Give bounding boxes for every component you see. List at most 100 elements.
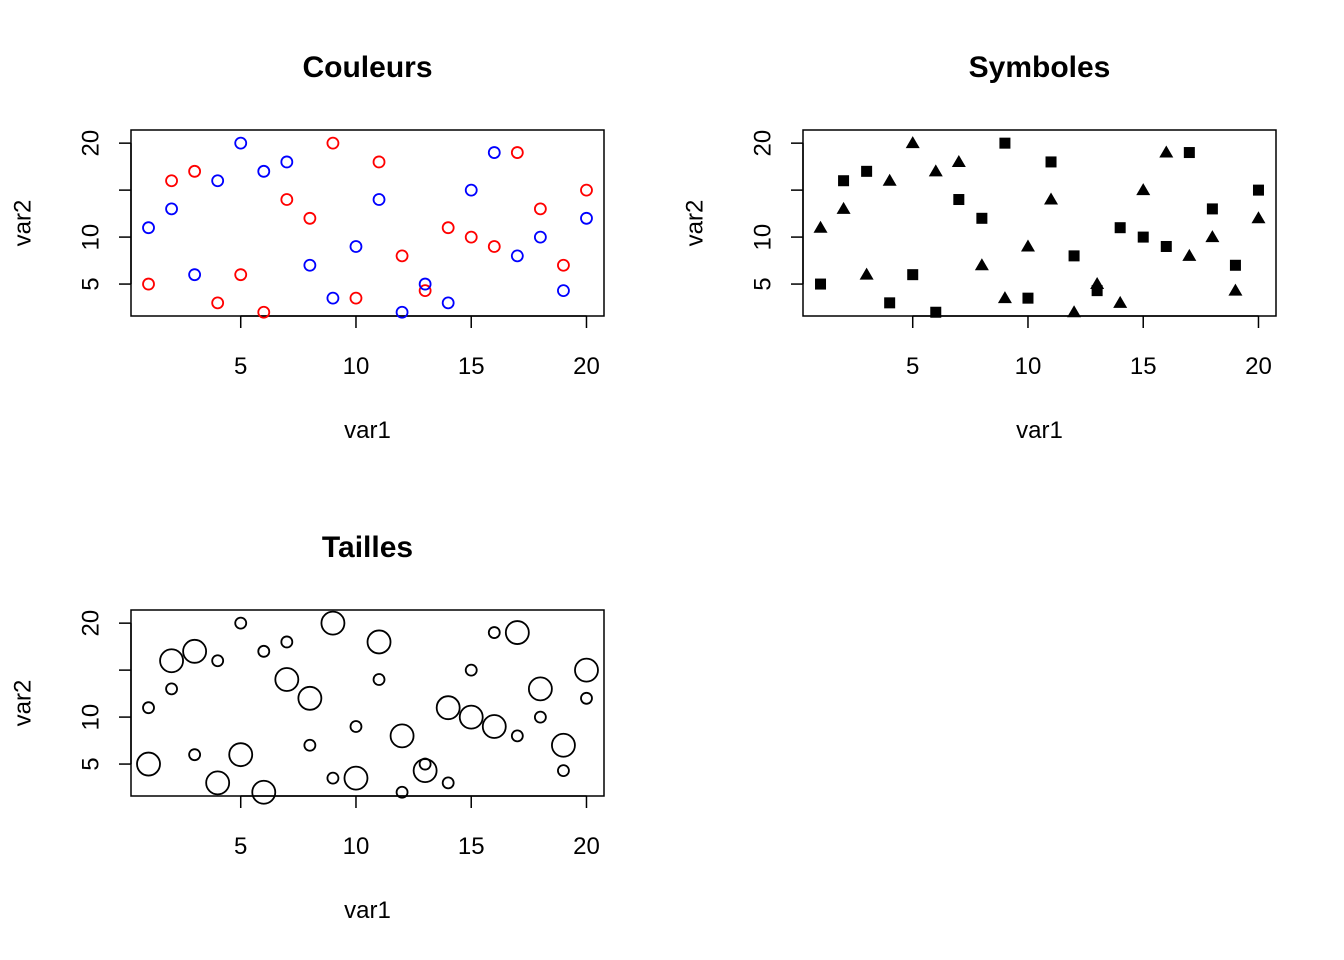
chart-title: Symboles bbox=[969, 51, 1111, 84]
data-point-circle bbox=[182, 638, 208, 664]
data-point-circle bbox=[372, 673, 386, 686]
data-point-circle bbox=[159, 648, 184, 674]
y-tick-label: 10 bbox=[78, 704, 105, 731]
data-point-circle bbox=[533, 710, 547, 724]
data-point-triangle bbox=[1159, 145, 1174, 158]
data-point-circle bbox=[504, 620, 530, 645]
data-point-square bbox=[999, 137, 1011, 149]
data-point-circle bbox=[320, 610, 346, 636]
data-point-circle bbox=[257, 305, 271, 319]
data-point-circle bbox=[557, 284, 570, 298]
data-point-circle bbox=[481, 714, 507, 739]
x-tick-label: 20 bbox=[1245, 353, 1272, 380]
data-point-circle bbox=[257, 644, 271, 658]
data-point-circle bbox=[211, 296, 225, 310]
data-point-circle bbox=[435, 695, 461, 721]
y-tick-label: 20 bbox=[78, 610, 105, 637]
x-tick-label: 5 bbox=[234, 353, 247, 380]
data-point-circle bbox=[464, 663, 478, 677]
data-point-circle bbox=[303, 211, 317, 225]
data-point-triangle bbox=[1228, 283, 1243, 296]
data-point-triangle bbox=[1067, 305, 1082, 318]
data-point-circle bbox=[527, 676, 553, 702]
data-point-circle bbox=[165, 202, 178, 216]
data-point-triangle bbox=[1090, 277, 1105, 290]
data-point-circle bbox=[234, 268, 248, 282]
data-point-triangle bbox=[882, 173, 897, 186]
data-point-circle bbox=[441, 221, 455, 235]
data-point-square bbox=[1022, 292, 1034, 304]
x-tick-label: 15 bbox=[458, 833, 485, 860]
data-point-circle bbox=[574, 657, 599, 683]
data-point-circle bbox=[326, 136, 340, 150]
data-point-circle bbox=[510, 729, 524, 743]
data-point-circle bbox=[211, 654, 225, 668]
y-tick-label: 5 bbox=[750, 277, 777, 290]
chart-panel-3: Tailles 5 10 15 20 5 10 20 var1 var2 bbox=[10, 531, 605, 924]
y-axis-label: var2 bbox=[682, 200, 709, 247]
data-point-circle bbox=[533, 202, 547, 216]
data-point-circle bbox=[464, 230, 478, 244]
data-point-circle bbox=[412, 758, 438, 784]
data-point-circle bbox=[372, 155, 386, 169]
data-point-circle bbox=[349, 720, 363, 733]
x-tick-label: 20 bbox=[573, 833, 600, 860]
data-point-circle bbox=[142, 221, 155, 235]
chart-panel-1: Couleurs 5 10 15 20 5 10 20 var1 var2 bbox=[10, 51, 605, 444]
data-point-circle bbox=[441, 776, 455, 790]
data-point-circle bbox=[510, 249, 524, 263]
x-tick-label: 20 bbox=[573, 353, 600, 380]
data-point-square bbox=[884, 297, 896, 309]
data-point-circle bbox=[142, 277, 155, 291]
data-point-circle bbox=[228, 742, 254, 768]
data-point-circle bbox=[533, 230, 547, 244]
y-tick-label: 10 bbox=[750, 224, 777, 251]
data-point-circle bbox=[343, 765, 369, 791]
y-axis-label: var2 bbox=[10, 680, 37, 727]
data-point-circle bbox=[303, 258, 317, 272]
data-point-circle bbox=[487, 626, 501, 639]
x-tick-label: 10 bbox=[343, 353, 370, 380]
data-point-circle bbox=[188, 748, 202, 762]
data-point-circle bbox=[297, 685, 323, 711]
x-tick-label: 10 bbox=[1015, 353, 1042, 380]
data-point-square bbox=[1183, 147, 1195, 159]
data-point-circle bbox=[557, 258, 570, 272]
x-axis-label: var1 bbox=[1016, 417, 1063, 444]
x-tick-label: 5 bbox=[234, 833, 247, 860]
data-point-triangle bbox=[836, 201, 851, 214]
data-point-triangle bbox=[1251, 211, 1266, 224]
data-point-circle bbox=[205, 770, 231, 796]
data-point-square bbox=[1045, 156, 1057, 168]
data-point-circle bbox=[211, 174, 225, 188]
data-point-circle bbox=[303, 738, 317, 752]
data-point-circle bbox=[280, 155, 294, 169]
data-point-circle bbox=[372, 193, 386, 206]
data-point-triangle bbox=[1136, 183, 1151, 196]
data-point-circle bbox=[395, 305, 409, 319]
x-tick-label: 15 bbox=[458, 353, 485, 380]
y-tick-label: 5 bbox=[78, 277, 105, 290]
data-point-circle bbox=[234, 136, 248, 150]
data-point-circle bbox=[142, 701, 155, 715]
data-point-circle bbox=[458, 704, 484, 730]
data-point-circle bbox=[280, 193, 294, 206]
y-tick-label: 20 bbox=[78, 130, 105, 157]
data-point-triangle bbox=[974, 258, 989, 271]
x-tick-label: 10 bbox=[343, 833, 370, 860]
data-point-circle bbox=[280, 635, 294, 649]
data-point-triangle bbox=[951, 154, 966, 167]
data-point-square bbox=[907, 269, 919, 281]
data-point-circle bbox=[580, 691, 593, 705]
data-point-triangle bbox=[1182, 248, 1197, 261]
data-point-square bbox=[1229, 259, 1241, 271]
data-point-square bbox=[815, 278, 827, 290]
y-tick-label: 20 bbox=[750, 130, 777, 157]
data-point-square bbox=[1137, 231, 1149, 243]
data-point-circle bbox=[487, 146, 501, 159]
data-point-square bbox=[1252, 184, 1264, 196]
data-point-square bbox=[1068, 250, 1080, 262]
data-point-circle bbox=[165, 682, 178, 696]
data-point-square bbox=[1114, 222, 1126, 234]
